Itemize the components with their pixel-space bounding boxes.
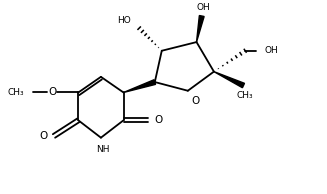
Text: O: O — [154, 115, 163, 125]
Text: OH: OH — [264, 46, 278, 55]
Polygon shape — [197, 16, 204, 42]
Text: O: O — [48, 87, 56, 97]
Text: O: O — [40, 131, 48, 141]
Text: HO: HO — [117, 16, 130, 25]
Text: CH₃: CH₃ — [237, 91, 253, 100]
Text: NH: NH — [96, 145, 110, 154]
Polygon shape — [214, 72, 245, 88]
Text: CH₃: CH₃ — [8, 88, 25, 97]
Polygon shape — [124, 80, 156, 93]
Text: OH: OH — [197, 3, 210, 12]
Text: O: O — [191, 96, 199, 106]
